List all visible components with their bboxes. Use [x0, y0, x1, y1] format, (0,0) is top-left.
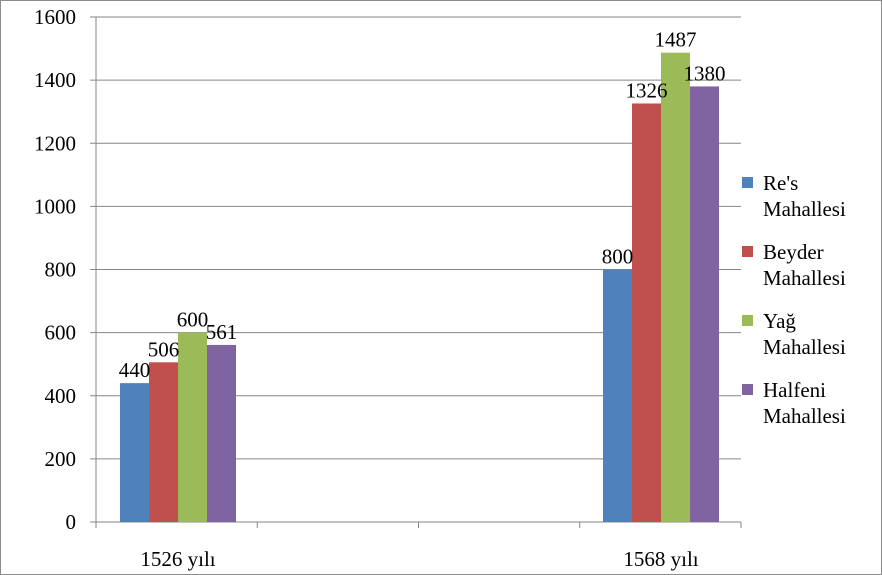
data-label: 1380: [684, 61, 726, 85]
y-tick-label: 1200: [34, 131, 76, 155]
legend-label: Mahallesi: [763, 197, 846, 221]
bar: [120, 383, 149, 522]
data-label: 1326: [626, 78, 668, 102]
data-label: 440: [119, 358, 151, 382]
bar: [603, 270, 632, 523]
bar: [690, 86, 719, 522]
legend-label: Mahallesi: [763, 335, 846, 359]
y-tick-label: 200: [45, 447, 77, 471]
data-label: 800: [602, 245, 634, 269]
bar: [178, 333, 207, 522]
y-tick-label: 1400: [34, 68, 76, 92]
legend-label: Beyder: [763, 240, 824, 264]
data-label: 561: [206, 320, 238, 344]
y-tick-label: 1600: [34, 5, 76, 29]
legend-swatch: [742, 315, 753, 326]
y-tick-label: 400: [45, 384, 77, 408]
y-tick-label: 0: [66, 510, 77, 534]
bar: [661, 53, 690, 522]
legend-label: Mahallesi: [763, 404, 846, 428]
y-tick-label: 1000: [34, 194, 76, 218]
legend-label: Yağ: [763, 309, 796, 333]
data-label: 506: [148, 337, 180, 361]
legend: Re'sMahallesiBeyderMahallesiYağMahallesi…: [742, 171, 846, 428]
y-tick-label: 600: [45, 321, 77, 345]
bar: [149, 362, 178, 522]
bars: [120, 53, 719, 522]
legend-swatch: [742, 384, 753, 395]
x-tick-label: 1568 yılı: [623, 547, 698, 571]
bar: [207, 345, 236, 522]
legend-label: Halfeni: [763, 378, 826, 402]
legend-label: Re's: [763, 171, 798, 195]
data-label: 600: [177, 308, 209, 332]
data-label: 1487: [655, 28, 697, 52]
bar: [632, 103, 661, 522]
legend-swatch: [742, 246, 753, 257]
x-tick-label: 1526 yılı: [140, 547, 215, 571]
legend-label: Mahallesi: [763, 266, 846, 290]
legend-swatch: [742, 177, 753, 188]
y-tick-label: 800: [45, 258, 77, 282]
